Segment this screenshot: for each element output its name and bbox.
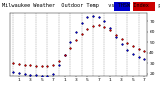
Point	[40, 66, 43, 67]
Point	[18, 64, 20, 65]
Point	[46, 75, 49, 76]
Point	[18, 72, 20, 73]
Point	[126, 49, 128, 50]
Point	[40, 66, 43, 67]
Point	[52, 65, 54, 66]
Point	[23, 73, 26, 74]
Point	[58, 65, 60, 66]
Point	[86, 28, 89, 29]
Point	[103, 21, 106, 22]
Point	[23, 65, 26, 66]
Point	[97, 17, 100, 18]
Point	[23, 73, 26, 74]
Point	[120, 44, 123, 45]
Point	[29, 74, 32, 75]
Point	[75, 31, 77, 33]
Point	[109, 27, 111, 28]
Point	[137, 48, 140, 49]
Point	[126, 49, 128, 50]
Point	[137, 56, 140, 58]
Point	[12, 71, 15, 72]
Point	[12, 71, 15, 72]
Point	[35, 66, 37, 67]
Point	[137, 48, 140, 49]
Point	[80, 33, 83, 35]
Point	[63, 54, 66, 56]
Text: Milwaukee Weather  Outdoor Temp   vs THSW Index   per Hour (24 Hours): Milwaukee Weather Outdoor Temp vs THSW I…	[2, 3, 160, 8]
Point	[23, 65, 26, 66]
Point	[143, 50, 146, 51]
Point	[29, 65, 32, 66]
Point	[132, 46, 134, 47]
Point	[75, 31, 77, 33]
Point	[18, 64, 20, 65]
Point	[75, 39, 77, 41]
Point	[143, 50, 146, 51]
Point	[52, 73, 54, 74]
Point	[63, 54, 66, 56]
Point	[63, 54, 66, 56]
Point	[132, 46, 134, 47]
Point	[103, 21, 106, 22]
Point	[69, 42, 72, 43]
Point	[75, 39, 77, 41]
Point	[115, 36, 117, 38]
Point	[18, 72, 20, 73]
Point	[132, 53, 134, 54]
Point	[12, 62, 15, 64]
Point	[69, 47, 72, 48]
Point	[52, 65, 54, 66]
Point	[120, 38, 123, 40]
Point	[115, 34, 117, 36]
Point	[40, 75, 43, 76]
Point	[52, 73, 54, 74]
Point	[86, 17, 89, 18]
Point	[46, 66, 49, 67]
Point	[132, 53, 134, 54]
Point	[58, 60, 60, 62]
Point	[92, 15, 94, 17]
Point	[58, 60, 60, 62]
Point	[35, 66, 37, 67]
Point	[120, 38, 123, 40]
Point	[35, 74, 37, 75]
Point	[63, 54, 66, 56]
Point	[86, 28, 89, 29]
Point	[109, 29, 111, 30]
Point	[115, 36, 117, 38]
Point	[46, 66, 49, 67]
Point	[97, 24, 100, 25]
Point	[137, 56, 140, 58]
Point	[29, 74, 32, 75]
Point	[143, 58, 146, 60]
Point	[58, 65, 60, 66]
Point	[12, 62, 15, 64]
Point	[97, 24, 100, 25]
Point	[109, 29, 111, 30]
Point	[46, 75, 49, 76]
Point	[29, 65, 32, 66]
Point	[92, 25, 94, 26]
Point	[109, 27, 111, 28]
Point	[126, 43, 128, 44]
Point	[69, 47, 72, 48]
Point	[35, 74, 37, 75]
Point	[115, 34, 117, 36]
Point	[103, 26, 106, 27]
Point	[126, 43, 128, 44]
Point	[92, 25, 94, 26]
Point	[92, 15, 94, 17]
Point	[80, 33, 83, 35]
Point	[143, 58, 146, 60]
Point	[80, 23, 83, 24]
Point	[86, 17, 89, 18]
Point	[40, 75, 43, 76]
Point	[69, 42, 72, 43]
Point	[120, 44, 123, 45]
Point	[97, 17, 100, 18]
Point	[103, 26, 106, 27]
Point	[80, 23, 83, 24]
